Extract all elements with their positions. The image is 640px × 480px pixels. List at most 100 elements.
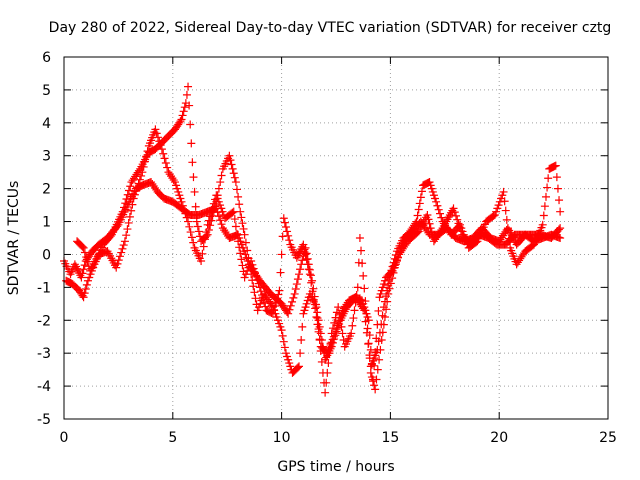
data-point: [176, 117, 185, 126]
data-series: [60, 82, 565, 397]
data-point: [275, 319, 284, 328]
data-point: [152, 129, 161, 138]
data-point: [322, 378, 331, 387]
data-point: [194, 227, 203, 236]
data-point: [433, 201, 442, 210]
data-point: [241, 270, 250, 279]
data-point: [247, 257, 256, 266]
data-point: [268, 309, 277, 318]
data-point: [176, 194, 185, 203]
data-point: [503, 225, 512, 234]
data-point: [121, 199, 130, 208]
data-point: [284, 355, 293, 364]
x-axis-label: GPS time / hours: [277, 459, 394, 475]
data-point: [132, 186, 141, 195]
data-point: [228, 164, 237, 173]
data-point: [364, 316, 373, 325]
data-point: [540, 202, 549, 211]
data-point: [371, 385, 380, 394]
data-point: [184, 82, 193, 91]
data-point: [128, 200, 137, 209]
data-point: [375, 293, 384, 302]
data-point: [235, 200, 244, 209]
x-tick-label: 15: [381, 430, 399, 446]
data-point: [269, 305, 278, 314]
y-tick-label: 5: [42, 83, 51, 99]
y-tick-label: 6: [42, 50, 51, 66]
data-point: [292, 280, 301, 289]
data-point: [191, 202, 200, 211]
data-point: [80, 289, 89, 298]
data-point: [428, 187, 437, 196]
y-tick-label: -4: [37, 379, 51, 395]
data-point: [243, 266, 252, 275]
data-point: [114, 256, 123, 265]
data-point: [139, 162, 148, 171]
data-point: [217, 220, 226, 229]
data-point: [424, 215, 433, 224]
data-point: [201, 235, 210, 244]
data-point: [234, 237, 243, 246]
data-point: [186, 120, 195, 129]
data-point: [363, 324, 372, 333]
y-tick-label: 3: [42, 149, 51, 165]
x-tick-label: 10: [273, 430, 291, 446]
data-point: [251, 294, 260, 303]
data-point: [555, 196, 564, 205]
data-point: [169, 176, 178, 185]
data-point: [112, 263, 121, 272]
data-point: [238, 219, 247, 228]
data-point: [379, 280, 388, 289]
data-point: [250, 288, 259, 297]
data-point: [231, 222, 240, 231]
data-point: [216, 201, 225, 210]
data-point: [307, 278, 316, 287]
data-point: [286, 362, 295, 371]
data-point: [209, 199, 218, 208]
data-point: [286, 301, 295, 310]
data-point: [250, 268, 259, 277]
data-point: [218, 207, 227, 216]
data-point: [308, 287, 317, 296]
data-point: [333, 321, 342, 330]
data-point: [175, 191, 184, 200]
data-point: [538, 220, 547, 229]
data-point: [317, 357, 326, 366]
data-point: [283, 352, 292, 361]
data-point: [193, 222, 202, 231]
data-point: [544, 174, 553, 183]
data-point: [455, 223, 464, 232]
series-track-3: [73, 125, 565, 384]
data-point: [336, 313, 345, 322]
data-point: [280, 218, 289, 227]
data-point: [179, 107, 188, 116]
data-point: [329, 332, 338, 341]
data-point: [206, 212, 215, 221]
y-tick-label: -5: [37, 412, 51, 428]
data-point: [315, 335, 324, 344]
data-point: [358, 259, 367, 268]
y-tick-label: 0: [42, 247, 51, 263]
data-point: [214, 197, 223, 206]
data-point: [281, 223, 290, 232]
data-point: [300, 245, 309, 254]
data-point: [434, 205, 443, 214]
data-point: [154, 133, 163, 142]
data-point: [299, 240, 308, 249]
y-tick-label: 4: [42, 116, 51, 132]
data-point: [180, 103, 189, 112]
data-point: [492, 207, 501, 216]
data-point: [338, 329, 347, 338]
data-point: [316, 329, 325, 338]
data-point: [113, 259, 122, 268]
data-point: [239, 224, 248, 233]
data-point: [122, 194, 131, 203]
data-point: [301, 303, 310, 312]
data-point: [214, 184, 223, 193]
data-point: [553, 184, 562, 193]
data-point: [285, 305, 294, 314]
data-point: [198, 249, 207, 258]
data-point: [279, 337, 288, 346]
data-point: [126, 182, 135, 191]
data-point: [374, 306, 383, 315]
